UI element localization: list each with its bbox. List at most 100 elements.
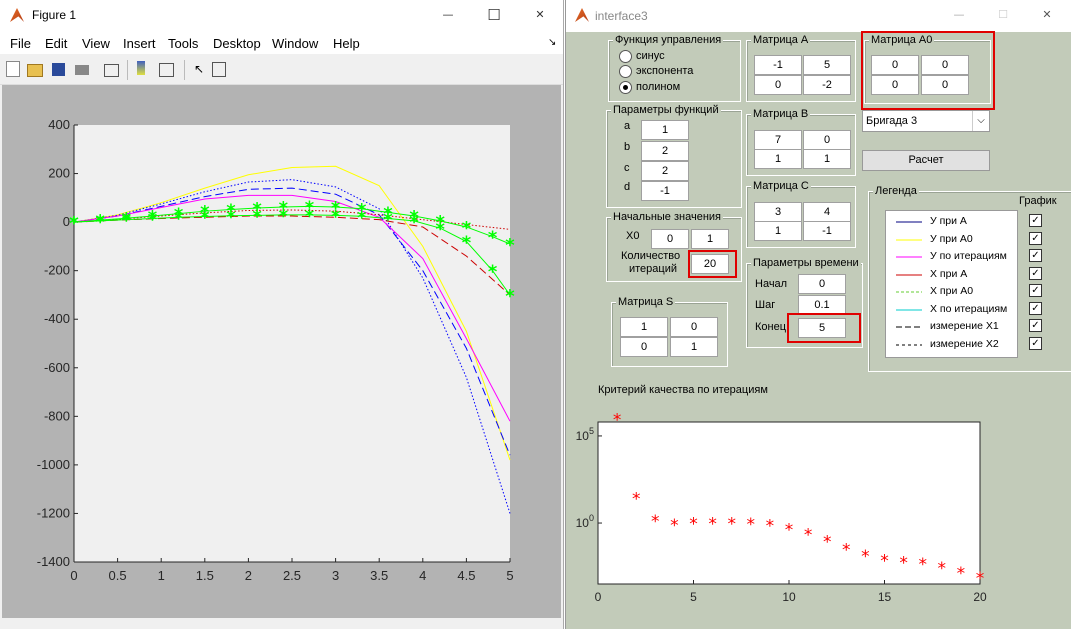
x0-label: X0 — [626, 230, 640, 242]
colorbar-icon[interactable] — [137, 61, 145, 75]
matrix-s-cell[interactable]: 1 — [670, 337, 718, 357]
matrix-a-cell[interactable]: -2 — [803, 75, 851, 95]
matrix-a-cell[interactable]: 0 — [754, 75, 802, 95]
matrix-c-cell[interactable]: 4 — [803, 202, 851, 222]
radio-label: экспонента — [636, 65, 694, 77]
series-star-point: * — [409, 212, 419, 233]
matrix-c-cell[interactable]: -1 — [803, 221, 851, 241]
quality-point: * — [899, 554, 908, 574]
param-c-input[interactable]: 2 — [641, 161, 689, 181]
x0-input-2[interactable]: 1 — [691, 229, 729, 249]
figure-toolbar: ↖ — [0, 56, 563, 136]
iterations-input[interactable]: 20 — [691, 254, 729, 274]
menu-window[interactable]: Window — [272, 36, 319, 51]
matrix-s-cell[interactable]: 0 — [670, 317, 718, 337]
chevron-down-icon[interactable]: ⌵ — [972, 111, 989, 131]
radio-label: синус — [636, 50, 665, 62]
matrix-c-cell[interactable]: 3 — [754, 202, 802, 222]
param-a-input[interactable]: 1 — [641, 120, 689, 140]
maximize-icon[interactable]: ☐ — [487, 6, 501, 24]
menu-view[interactable]: View — [82, 36, 110, 51]
toolbar-separator — [127, 60, 128, 80]
radio-label: полином — [636, 81, 681, 93]
radio-sinus[interactable] — [619, 50, 632, 63]
menu-insert[interactable]: Insert — [123, 36, 156, 51]
matrix-b-cell[interactable]: 0 — [803, 130, 851, 150]
new-figure-icon[interactable] — [6, 61, 20, 77]
series-star-point: * — [357, 207, 367, 228]
series-line-3 — [73, 194, 511, 422]
close-icon[interactable]: ✕ — [1042, 8, 1052, 21]
series-star-point: * — [226, 207, 236, 228]
quality-point: * — [766, 517, 775, 537]
menu-desktop[interactable]: Desktop — [213, 36, 261, 51]
menu-file[interactable]: File — [10, 36, 31, 51]
brigade-select[interactable]: Бригада 3 ⌵ — [862, 110, 990, 132]
quality-point: * — [689, 514, 698, 534]
graph-checkbox[interactable]: ✓ — [1029, 336, 1042, 350]
legend-swatch — [896, 239, 922, 240]
control-function-panel: Функция управления синус экспонента поли… — [608, 34, 741, 102]
matrix-a0-cell[interactable]: 0 — [921, 55, 969, 75]
matrix-a-cell[interactable]: 5 — [803, 55, 851, 75]
maximize-icon[interactable]: ☐ — [998, 8, 1008, 21]
time-start-input[interactable]: 0 — [798, 274, 846, 294]
legend-swatch — [896, 274, 922, 275]
param-b-input[interactable]: 2 — [641, 141, 689, 161]
matrix-b-cell[interactable]: 7 — [754, 130, 802, 150]
close-icon[interactable]: ✕ — [535, 8, 545, 21]
matrix-c-cell[interactable]: 1 — [754, 221, 802, 241]
matrix-a0-cell[interactable]: 0 — [871, 75, 919, 95]
gui-title: interface3 — [595, 9, 648, 23]
graph-checkbox[interactable]: ✓ — [1029, 284, 1042, 297]
x0-input-1[interactable]: 0 — [651, 229, 689, 249]
graph-checkbox[interactable]: ✓ — [1029, 301, 1042, 315]
time-step-input[interactable]: 0.1 — [798, 295, 846, 315]
matrix-c-panel: Матрица C 3 4 1 -1 — [746, 180, 856, 248]
matrix-b-cell[interactable]: 1 — [803, 149, 851, 169]
menu-tools[interactable]: Tools — [168, 36, 199, 51]
matrix-b-cell[interactable]: 1 — [754, 149, 802, 169]
radio-polynom[interactable] — [619, 81, 632, 94]
series-star-point: * — [95, 211, 105, 232]
matrix-s-cell[interactable]: 0 — [620, 337, 668, 357]
panel-title: Матрица A — [751, 34, 811, 46]
minimize-icon[interactable]: — — [953, 8, 965, 21]
figure-title: Figure 1 — [32, 8, 77, 22]
open-file-icon[interactable] — [27, 64, 43, 77]
quality-point: * — [842, 540, 851, 560]
link-plot-icon[interactable] — [104, 64, 119, 77]
property-editor-icon[interactable] — [212, 62, 226, 77]
minimize-icon[interactable]: — — [442, 8, 454, 21]
save-icon[interactable] — [52, 63, 65, 76]
matrix-a0-cell[interactable]: 0 — [871, 55, 919, 75]
graph-checkbox[interactable]: ✓ — [1029, 231, 1042, 245]
menu-help[interactable]: Help — [333, 36, 360, 51]
series-star-point: * — [69, 213, 79, 234]
graph-checkbox[interactable]: ✓ — [1029, 319, 1042, 332]
series-line-7 — [73, 205, 511, 245]
graph-checkbox[interactable]: ✓ — [1029, 214, 1042, 227]
pointer-icon[interactable]: ↖ — [193, 62, 205, 76]
print-icon[interactable] — [75, 65, 89, 75]
graph-checkbox[interactable]: ✓ — [1029, 266, 1042, 280]
x-tick-label: 1.5 — [196, 568, 214, 583]
legend-item-label: Х при А — [930, 267, 968, 280]
matrix-a0-panel: Матрица A0 0 0 0 0 — [864, 34, 991, 104]
matrix-s-cell[interactable]: 1 — [620, 317, 668, 337]
graph-checkbox[interactable]: ✓ — [1029, 249, 1042, 262]
param-d-input[interactable]: -1 — [641, 181, 689, 201]
radio-exponent[interactable] — [619, 65, 632, 78]
panel-title: Легенда — [873, 185, 919, 197]
menu-edit[interactable]: Edit — [45, 36, 68, 51]
time-end-input[interactable]: 5 — [798, 318, 846, 338]
matrix-a0-cell[interactable]: 0 — [921, 75, 969, 95]
panel-title: Функция управления — [613, 34, 724, 46]
calculate-button[interactable]: Расчет — [862, 150, 990, 171]
legend-icon[interactable] — [159, 63, 174, 77]
dock-arrow-icon[interactable]: ↘ — [548, 37, 557, 48]
iterations-label-2: итераций — [629, 263, 678, 275]
matrix-a-cell[interactable]: -1 — [754, 55, 802, 75]
legend-swatch — [896, 326, 922, 328]
series-star-point: * — [462, 218, 472, 239]
